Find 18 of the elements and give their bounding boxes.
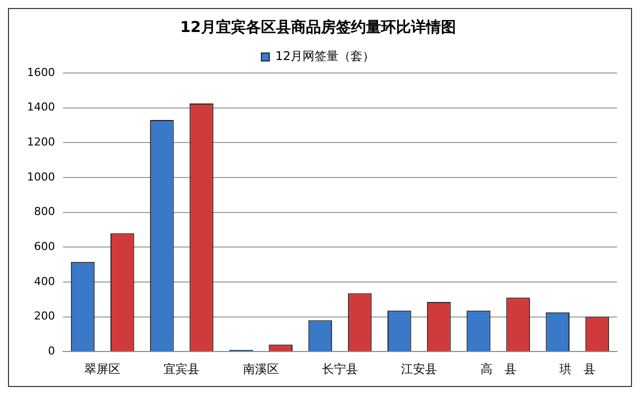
y-tick-label: 1600 — [26, 66, 55, 79]
y-tick-label: 400 — [34, 274, 55, 288]
y-tick-label: 1000 — [26, 170, 55, 184]
y-tick-label: 200 — [34, 310, 55, 323]
y-tick-label: 1200 — [26, 136, 55, 149]
y-tick-label: 0 — [48, 344, 55, 358]
x-tick-label: 南溪区 — [242, 362, 279, 376]
x-tick-label: 翠屏区 — [84, 362, 121, 376]
x-tick-label: 宜宾县 — [164, 362, 200, 376]
x-tick-label: 高 县 — [480, 362, 516, 376]
x-tick-label: 江安县 — [401, 362, 438, 376]
x-tick-label: 长宁县 — [322, 362, 358, 376]
x-tick-label: 珙 县 — [559, 362, 596, 376]
y-tick-label: 1400 — [26, 100, 55, 114]
chart-title: 12月宜宾各区县商品房签约量环比详情图 — [180, 18, 456, 36]
y-tick-label: 800 — [34, 205, 55, 218]
legend-label: 12月网签量（套） — [275, 49, 375, 64]
y-tick-label: 600 — [34, 240, 55, 253]
